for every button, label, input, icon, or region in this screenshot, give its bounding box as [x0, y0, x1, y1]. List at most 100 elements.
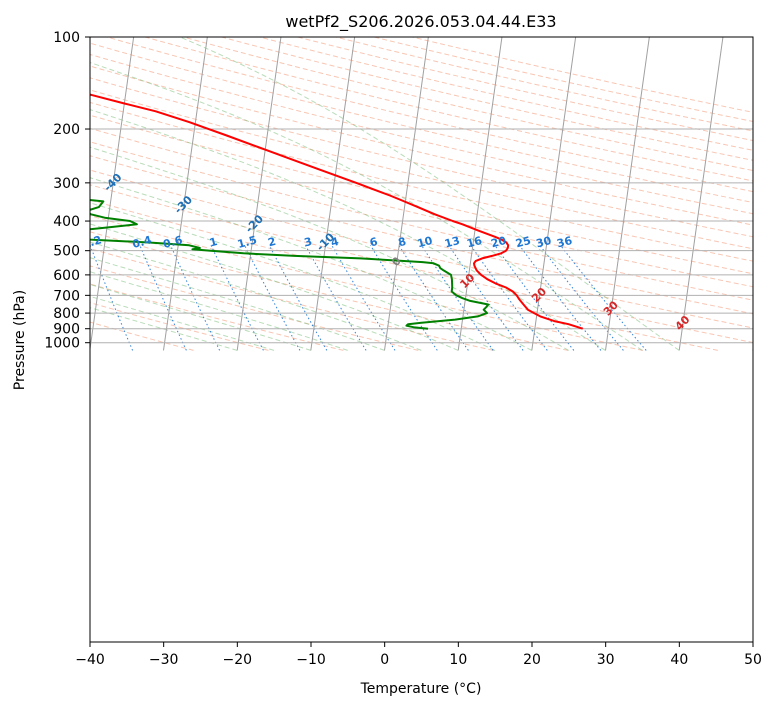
x-tick-label: 10 [449, 652, 467, 668]
mixing-ratio-line [304, 245, 367, 351]
dry-adiabat-line [90, 248, 494, 351]
y-tick-label: 100 [53, 30, 80, 46]
mixing-ratio-label: 13 [443, 234, 461, 251]
dry-adiabat-line [90, 114, 753, 275]
mixing-ratio-line [448, 245, 524, 351]
dry-adiabat-line [90, 53, 753, 215]
dry-adiabat-line [410, 37, 753, 113]
dry-adiabat-line [90, 127, 753, 288]
moist-adiabat-line [90, 61, 643, 351]
x-axis-label: Temperature (°C) [360, 681, 482, 697]
dry-adiabat-line [372, 37, 753, 123]
mixing-ratio-label: 20 [490, 234, 508, 251]
moist-adiabat-line [90, 241, 422, 351]
mixing-ratio-line [421, 245, 494, 351]
y-tick-label: 400 [53, 214, 80, 230]
chart-title: wetPf2_S206.2026.053.04.44.E33 [285, 12, 556, 32]
mixing-ratio-label: 8 [397, 235, 408, 250]
plot-area [90, 37, 753, 351]
moist-adiabat-line [90, 177, 533, 351]
isotherm-label: 10 [457, 271, 477, 291]
mixing-ratio-line [331, 245, 396, 351]
y-axis-label: Pressure (hPa) [12, 290, 28, 390]
mixing-ratio-label: 2 [267, 235, 278, 250]
mixing-ratio-label: 0.4 [131, 233, 154, 251]
y-tick-label: 200 [53, 122, 80, 138]
x-tick-label: −30 [149, 652, 179, 668]
mixing-ratio-label: 30 [535, 234, 553, 251]
mixing-ratio-line [470, 245, 548, 351]
mixing-ratio-line [170, 245, 221, 351]
axes: −40 −30 −20 −10 0 10 20 30 40 5010020030040050060… [44, 30, 762, 668]
dry-adiabat-line [90, 89, 753, 250]
isotherm-label: -20 [243, 212, 266, 235]
dry-adiabat-line [219, 37, 753, 161]
mixing-ratio-line [90, 245, 134, 351]
isotherm-label: 20 [529, 285, 549, 305]
y-tick-label: 900 [53, 322, 80, 338]
x-tick-label: 30 [597, 652, 615, 668]
dry-adiabat-line [295, 37, 753, 142]
dry-adiabat-line [90, 169, 753, 329]
x-tick-label: −40 [75, 652, 105, 668]
mixing-ratio-label: 4 [329, 235, 340, 250]
dry-adiabat-line [90, 283, 344, 351]
isotherm-label: -40 [101, 171, 124, 194]
isotherm-line [236, 37, 282, 351]
x-tick-label: 40 [670, 652, 688, 668]
dry-adiabat-line [90, 155, 753, 315]
mixing-ratio-label: 0.6 [162, 233, 185, 251]
dry-adiabat-line [90, 199, 718, 351]
mixing-ratio-label: 36 [555, 234, 573, 251]
isotherm-line [163, 37, 208, 351]
y-tick-label: 500 [53, 244, 80, 260]
y-tick-label: 300 [53, 176, 80, 192]
dry-adiabat-line [90, 77, 753, 238]
moist-adiabat-line [90, 109, 606, 351]
mixing-ratio-line [268, 245, 328, 351]
mixing-ratio-label: 25 [514, 234, 532, 251]
y-tick-label: 700 [53, 288, 80, 304]
dry-adiabat-line [90, 215, 644, 351]
mixing-ratio-line [370, 245, 438, 351]
moist-adiabat-line [90, 307, 238, 351]
isotherm-line [310, 37, 356, 351]
isotherm-line [752, 345, 753, 351]
isotherm-line [457, 37, 503, 351]
mixing-ratio-line [560, 244, 647, 351]
y-tick-label: 1000 [44, 336, 80, 352]
x-tick-label: 20 [523, 652, 541, 668]
dry-adiabat-line [90, 42, 753, 204]
dry-adiabat-line [181, 37, 753, 172]
isotherm-line [384, 37, 429, 351]
dry-adiabat-line [143, 37, 753, 182]
x-tick-label: −10 [296, 652, 326, 668]
isotherm-line [531, 37, 577, 351]
mixing-ratio-label: 16 [465, 234, 483, 251]
mixing-ratio-label: 6 [368, 235, 379, 250]
isotherm-label: 30 [601, 298, 621, 318]
mixing-ratio-label: 0.2 [81, 233, 103, 251]
temperature-profile-line [90, 93, 584, 330]
isotherm-line [678, 37, 724, 351]
mixing-ratio-label: 10 [416, 234, 434, 251]
isotherm-line [90, 37, 135, 351]
dry-adiabat-line [90, 65, 753, 226]
mixing-ratio-line [210, 245, 264, 351]
dry-adiabat-line [90, 101, 753, 262]
mixing-ratio-line [539, 244, 624, 351]
mixing-ratio-line [398, 245, 469, 351]
isotherm-label: -50 [31, 146, 54, 169]
x-tick-label: 50 [744, 652, 762, 668]
x-tick-label: −20 [223, 652, 253, 668]
mixing-ratio-label: 1 [208, 235, 219, 250]
moist-adiabat-line [179, 37, 680, 351]
plot-frame [89, 36, 754, 643]
dewpoint-profile-line [90, 198, 490, 330]
mixing-ratio-label: 3 [303, 235, 314, 250]
dry-adiabat-line [90, 231, 569, 351]
dry-adiabat-line [90, 184, 753, 344]
y-tick-label: 600 [53, 268, 80, 284]
mixing-ratio-label: 1.5 [236, 233, 258, 251]
isotherm-line [605, 37, 650, 351]
